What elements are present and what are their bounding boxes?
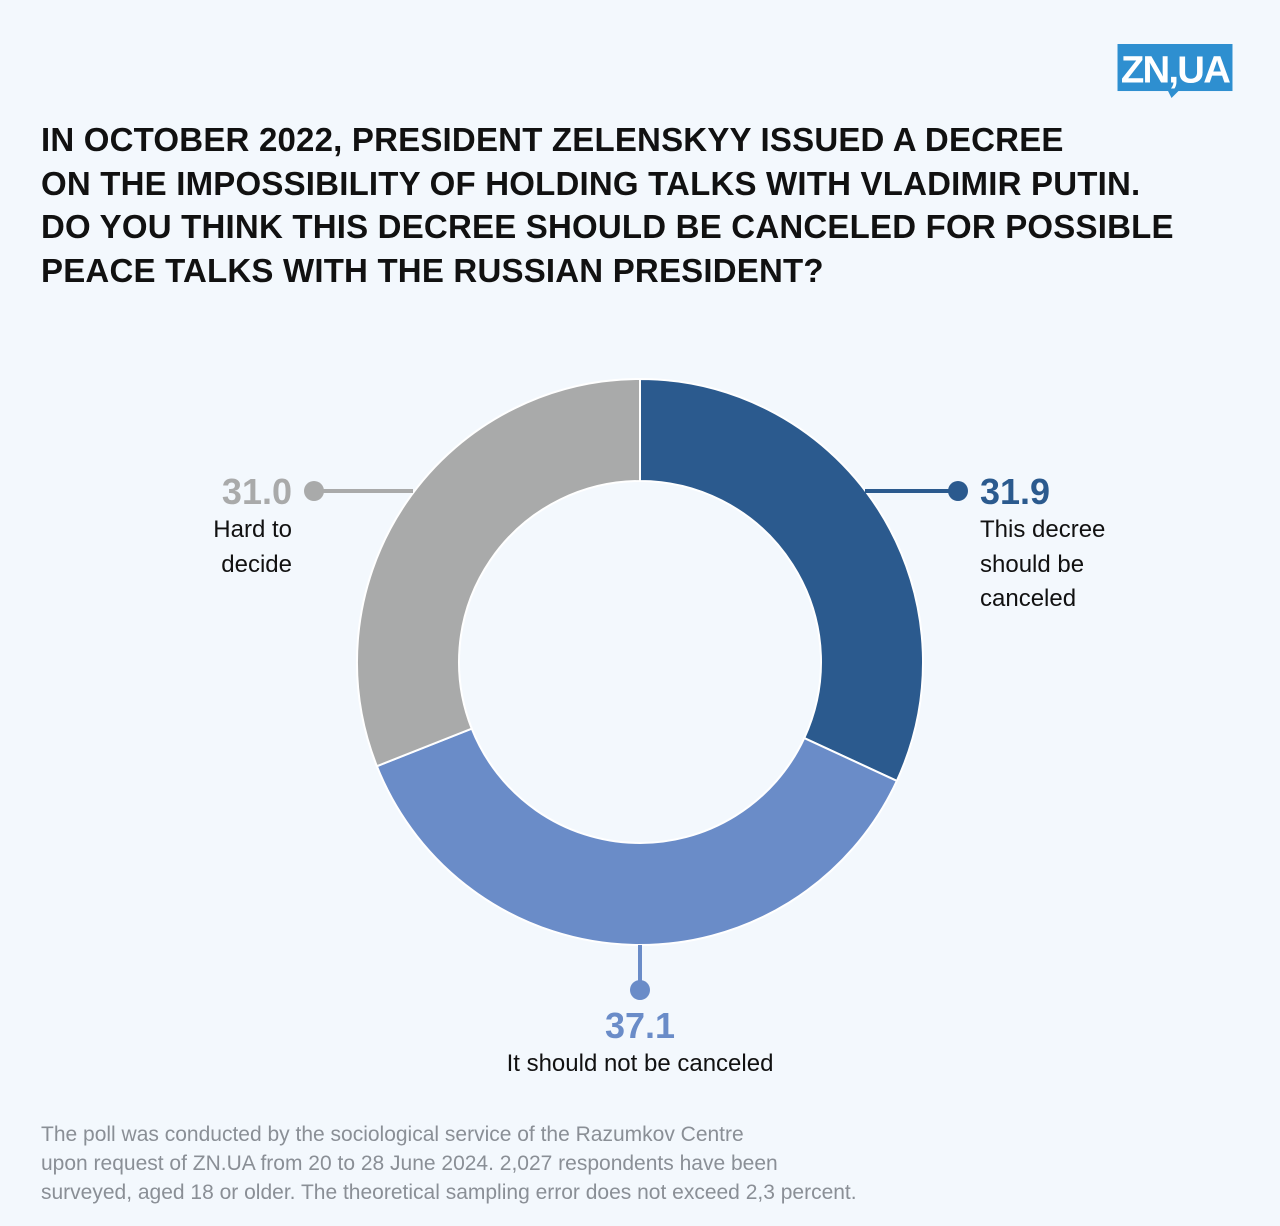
label-line: This decree bbox=[980, 516, 1106, 543]
label-line: canceled bbox=[980, 585, 1077, 612]
footnote-line: surveyed, aged 18 or older. The theoreti… bbox=[41, 1181, 857, 1204]
label-line: should be bbox=[980, 550, 1085, 578]
category-label-canceled: This decree should be canceled bbox=[980, 513, 1105, 617]
title-line: IN OCTOBER 2022, PRESIDENT ZELENSKYY ISS… bbox=[41, 121, 1064, 158]
donut-slice-0 bbox=[639, 377, 924, 783]
title-line: ON THE IMPOSSIBILITY OF HOLDING TALKS WI… bbox=[41, 164, 1141, 202]
title-line: DO YOU THINK THIS DECREE SHOULD BE CANCE… bbox=[41, 208, 1174, 245]
footnote: The poll was conducted by the sociologic… bbox=[41, 1120, 857, 1207]
svg-text:ZN,UA: ZN,UA bbox=[1121, 48, 1230, 91]
leader-dot-hard bbox=[304, 481, 324, 501]
label-line: It should not be canceled bbox=[506, 1050, 774, 1077]
leader-dot-not-canceled bbox=[630, 980, 650, 1000]
donut-slice-1 bbox=[375, 727, 899, 946]
value-label-canceled: 31.9 bbox=[980, 471, 1051, 512]
footnote-line: The poll was conducted by the sociologic… bbox=[41, 1123, 744, 1146]
label-line: decide bbox=[221, 550, 292, 578]
donut-slice-2 bbox=[356, 377, 641, 768]
value-label-hard: 31.0 bbox=[221, 471, 292, 512]
footnote-line: upon request of ZN.UA from 20 to 28 June… bbox=[41, 1152, 778, 1175]
value-label-not-canceled: 37.1 bbox=[604, 1005, 676, 1046]
label-line: Hard to bbox=[213, 516, 292, 543]
category-label-hard: Hard to decide bbox=[213, 513, 292, 582]
chart-title: IN OCTOBER 2022, PRESIDENT ZELENSKYY ISS… bbox=[41, 118, 1251, 292]
zn-ua-logo: ZN,UA bbox=[1117, 44, 1233, 98]
leader-dot-canceled bbox=[948, 481, 968, 501]
title-line: PEACE TALKS WITH THE RUSSIAN PRESIDENT? bbox=[41, 251, 824, 289]
category-label-not-canceled: It should not be canceled bbox=[390, 1047, 890, 1082]
